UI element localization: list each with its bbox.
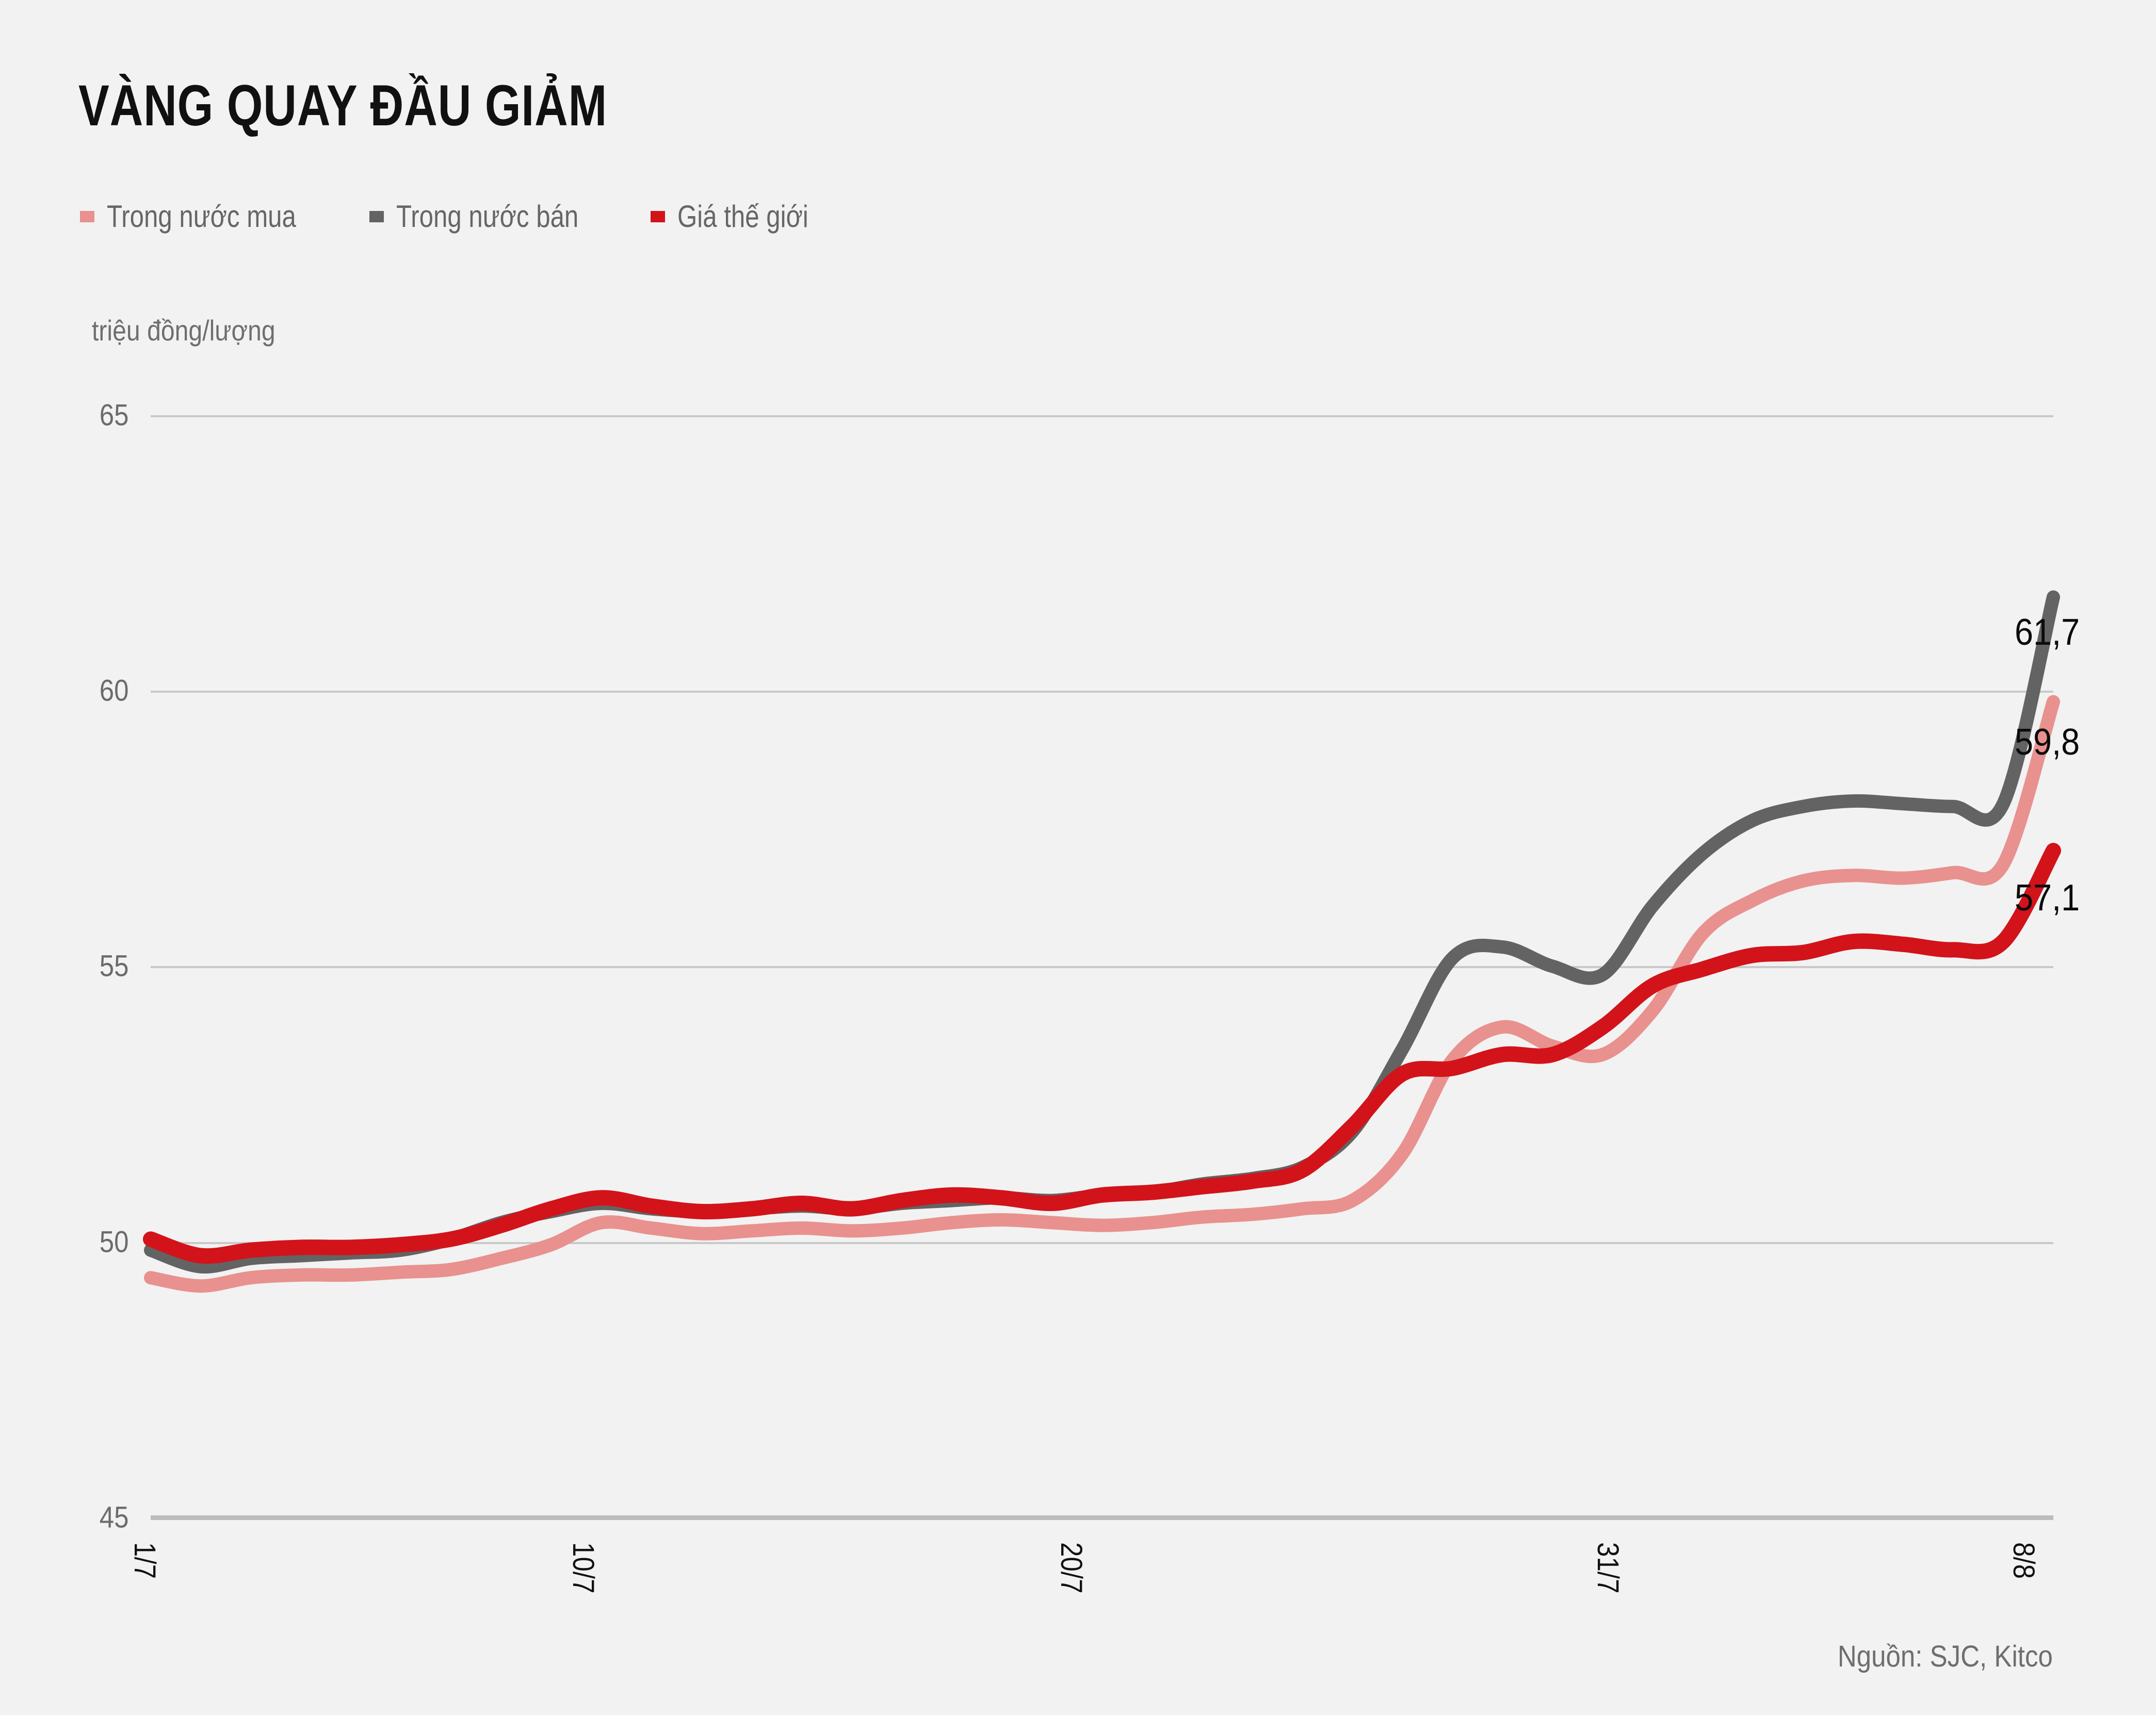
legend-label: Trong nước bán	[396, 199, 579, 234]
source-note: Nguồn: SJC, Kitco	[1837, 1640, 2053, 1673]
x-tick-20-7: 20/7	[1055, 1542, 1088, 1594]
y-tick-45: 45	[100, 1500, 129, 1534]
y-axis-tick-labels: 65 60 55 50 45	[0, 399, 129, 1534]
y-tick-60: 60	[100, 674, 129, 708]
gridline-55	[151, 966, 2053, 968]
line-trong-nuoc-mua	[144, 695, 2060, 1293]
line-trong-nuoc-ban	[144, 590, 2060, 1274]
legend-label: Trong nước mua	[107, 199, 296, 234]
square-marker-icon	[369, 210, 384, 222]
series-lines	[143, 590, 2061, 1293]
chart-legend: Trong nước mua Trong nước bán Giá thế gi…	[80, 199, 869, 234]
end-label-trong-nuoc-ban: 61,7	[2015, 612, 2080, 653]
x-tick-8-8: 8/8	[2007, 1542, 2040, 1579]
gridline-50	[151, 1242, 2053, 1244]
plot-area	[143, 415, 2061, 1520]
y-tick-55: 55	[100, 949, 129, 983]
gridline-60	[151, 691, 2053, 693]
gridline-65	[151, 415, 2053, 417]
y-axis-unit-caption: triệu đồng/lượng	[92, 314, 275, 347]
x-axis-tick-labels: 1/7 10/7 20/7 31/7 8/8	[128, 1542, 2053, 1676]
square-marker-icon	[651, 210, 666, 222]
end-label-trong-nuoc-mua: 59,8	[2015, 722, 2080, 763]
line-gia-the-gioi	[143, 843, 2061, 1264]
x-tick-31-7: 31/7	[1591, 1542, 1625, 1594]
x-tick-10-7: 10/7	[566, 1542, 600, 1594]
y-tick-50: 50	[100, 1225, 129, 1259]
x-axis-baseline	[151, 1515, 2053, 1520]
square-marker-icon	[80, 210, 94, 222]
page-title: VÀNG QUAY ĐẦU GIẢM	[78, 73, 608, 138]
x-tick-1-7: 1/7	[128, 1542, 161, 1579]
y-tick-65: 65	[100, 398, 129, 432]
legend-item-trong-nuoc-mua[interactable]: Trong nước mua	[80, 199, 337, 234]
legend-label: Giá thế giới	[677, 199, 809, 234]
legend-item-trong-nuoc-ban[interactable]: Trong nước bán	[369, 199, 619, 234]
legend-item-gia-the-gioi[interactable]: Giá thế giới	[651, 199, 837, 234]
end-label-gia-the-gioi: 57,1	[2015, 877, 2080, 919]
